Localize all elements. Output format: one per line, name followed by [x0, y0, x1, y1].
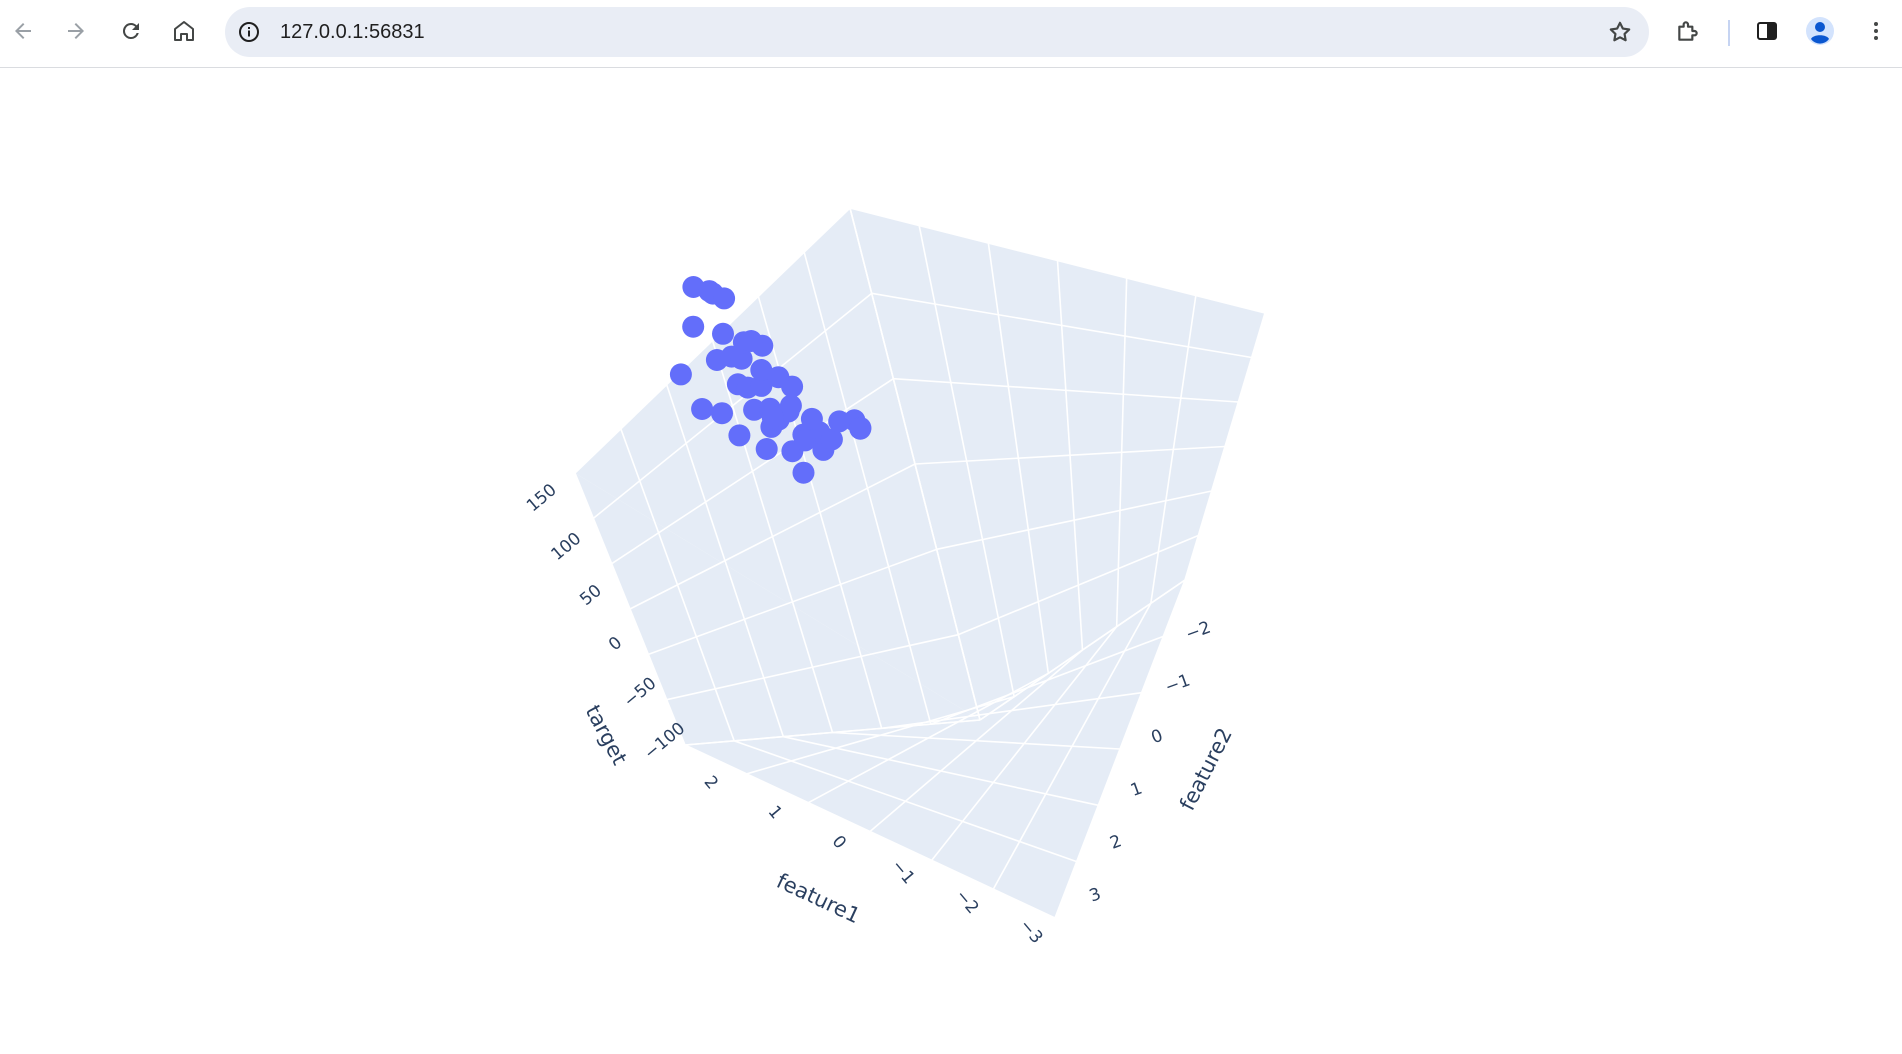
profile-button[interactable]: [1802, 13, 1838, 49]
scatter-point[interactable]: [849, 417, 872, 440]
forward-arrow-icon: [68, 23, 84, 39]
gridline-left-vertical: [666, 633, 959, 701]
x-tick-label: −2: [951, 886, 982, 918]
scatter-point[interactable]: [669, 363, 692, 386]
gridline-right-wall: [1184, 312, 1266, 581]
gridline-floor-a: [1054, 579, 1186, 919]
scatter-point[interactable]: [755, 438, 778, 460]
back-wall-right: [850, 208, 1265, 720]
reload-button[interactable]: [113, 13, 149, 49]
scatter-point[interactable]: [743, 398, 766, 421]
scatter-point[interactable]: [828, 410, 851, 433]
url-text[interactable]: 127.0.0.1:56831: [280, 21, 425, 43]
scatter3d-chart[interactable]: 150 100 50 0 −50 −100 2 1 0 −1 −2 −3 −2 −1 0 1 2 3 target…: [0, 68, 1902, 1054]
toolbar-separator: [1728, 20, 1730, 46]
browser-menu-button[interactable]: [1858, 13, 1894, 49]
scene-walls: [575, 208, 1265, 918]
scatter-point[interactable]: [740, 330, 763, 352]
z-axis-title: target: [581, 701, 632, 769]
reload-icon: [122, 22, 139, 39]
z-tick-label: −100: [640, 718, 689, 763]
y-tick-label: 1: [1128, 778, 1145, 800]
x-tick-label: 2: [700, 772, 722, 793]
address-bar[interactable]: 127.0.0.1:56831: [225, 7, 1649, 57]
x-tick-label: −3: [1015, 916, 1046, 948]
scatter-point[interactable]: [750, 374, 773, 397]
y-tick-label: −1: [1162, 670, 1192, 697]
scatter-point[interactable]: [682, 315, 705, 338]
back-arrow-icon: [15, 23, 31, 39]
browser-toolbar: 127.0.0.1:56831: [0, 0, 1902, 68]
side-panel-button[interactable]: [1749, 13, 1785, 49]
scatter-point[interactable]: [767, 366, 790, 389]
scatter-point[interactable]: [761, 406, 784, 429]
y-tick-label: 0: [1149, 726, 1166, 748]
y-tick-label: −2: [1183, 618, 1213, 645]
data-points[interactable]: [669, 276, 872, 484]
profile-icon: [1806, 17, 1834, 45]
bookmark-star-icon[interactable]: [1607, 19, 1633, 45]
scatter-point[interactable]: [794, 429, 816, 452]
home-icon: [174, 21, 194, 41]
menu-kebab-icon: [1874, 22, 1878, 40]
scatter-point[interactable]: [800, 407, 823, 430]
forward-button[interactable]: [58, 13, 94, 49]
z-tick-label: 0: [605, 633, 626, 655]
site-info-icon[interactable]: [237, 20, 261, 44]
home-button[interactable]: [166, 13, 202, 49]
scatter-point[interactable]: [820, 428, 843, 451]
scatter-point[interactable]: [713, 287, 736, 310]
y-tick-label: 2: [1107, 831, 1124, 853]
scatter-point[interactable]: [779, 394, 802, 417]
back-button[interactable]: [5, 13, 41, 49]
x-tick-label: −1: [887, 856, 918, 888]
x-axis-title: feature1: [773, 869, 864, 928]
scatter-point[interactable]: [711, 402, 733, 425]
z-tick-label: 150: [523, 480, 561, 516]
scatter-point[interactable]: [730, 347, 753, 370]
scatter-point[interactable]: [728, 424, 751, 447]
gridline-left-wall: [849, 207, 981, 721]
z-tick-label: 50: [576, 581, 605, 610]
gridline-right-vertical: [958, 534, 1199, 636]
y-axis-title: feature2: [1175, 724, 1237, 814]
scatter-point[interactable]: [712, 322, 734, 345]
gridlines: [574, 207, 1266, 919]
z-tick-label: 100: [548, 529, 586, 565]
extensions-icon: [1678, 21, 1698, 41]
x-tick-label: 0: [828, 832, 850, 853]
z-tick-label: −50: [620, 673, 660, 711]
scatter-point[interactable]: [691, 398, 714, 420]
gridline-floor-b: [979, 579, 1186, 721]
floor: [575, 473, 1185, 918]
scatter-point[interactable]: [792, 461, 815, 484]
gridline-floor-b: [930, 635, 1164, 725]
gridline-left-vertical: [684, 719, 981, 746]
y-tick-label: 3: [1087, 884, 1104, 906]
x-tick-label: 1: [764, 802, 786, 823]
extensions-button[interactable]: [1670, 13, 1706, 49]
scatter-point[interactable]: [750, 359, 773, 381]
side-panel-icon: [1757, 22, 1777, 40]
